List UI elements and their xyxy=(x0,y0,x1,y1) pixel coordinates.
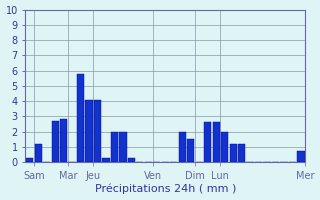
Bar xyxy=(102,158,109,162)
Bar xyxy=(204,122,211,162)
Bar xyxy=(221,132,228,162)
Bar xyxy=(85,100,92,162)
Bar xyxy=(119,132,126,162)
Bar xyxy=(111,132,118,162)
Bar xyxy=(60,119,67,162)
Bar xyxy=(229,144,237,162)
Bar xyxy=(77,74,84,162)
X-axis label: Précipitations 24h ( mm ): Précipitations 24h ( mm ) xyxy=(95,184,236,194)
Bar xyxy=(187,139,194,162)
Bar xyxy=(52,121,59,162)
Bar xyxy=(128,158,135,162)
Bar xyxy=(179,132,186,162)
Bar xyxy=(26,158,33,162)
Bar xyxy=(238,144,245,162)
Bar xyxy=(297,151,305,162)
Bar xyxy=(212,122,220,162)
Bar xyxy=(94,100,101,162)
Bar xyxy=(35,144,42,162)
